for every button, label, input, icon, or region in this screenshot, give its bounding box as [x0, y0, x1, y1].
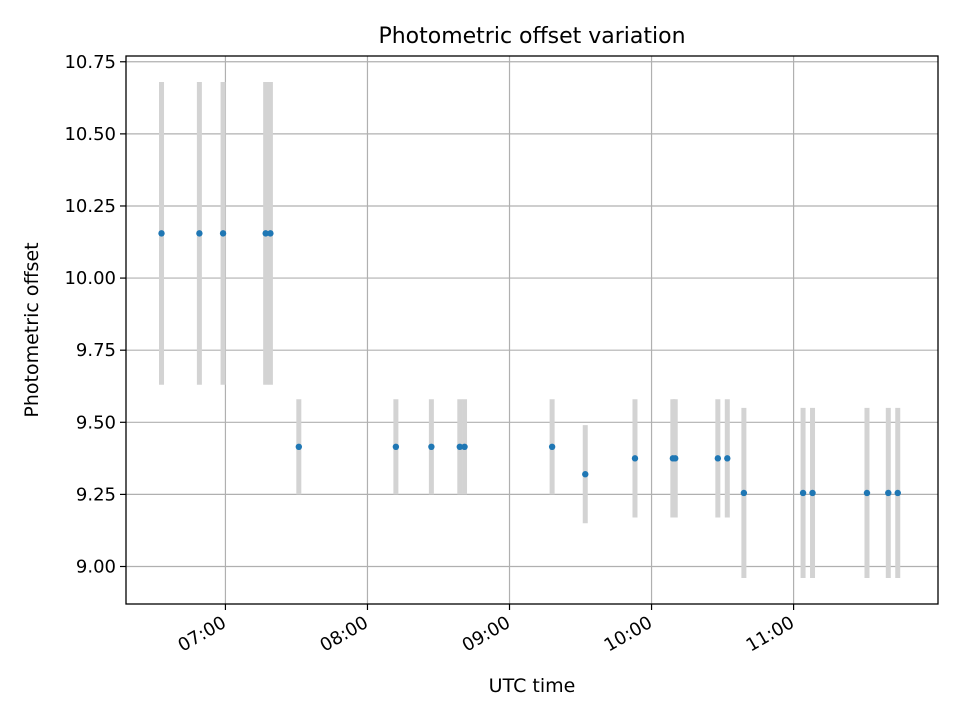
- x-tick-label: 10:00: [601, 612, 656, 656]
- plot-frame: [125, 55, 939, 605]
- data-point: [809, 489, 816, 497]
- data-point: [196, 230, 203, 237]
- grid: [126, 56, 938, 604]
- y-tick-label: 9.75: [76, 340, 116, 361]
- data-point: [582, 471, 589, 478]
- y-tick-label: 10.50: [64, 124, 116, 145]
- x-tick-label: 08:00: [317, 612, 372, 656]
- data-point: [461, 443, 468, 451]
- x-axis-title: UTC time: [489, 675, 576, 697]
- data-point: [219, 230, 227, 237]
- x-tick-label: 07:00: [175, 612, 230, 656]
- y-tick-label: 9.25: [76, 484, 116, 505]
- data-point: [428, 443, 435, 451]
- data-points: [158, 230, 901, 497]
- errorbars: [159, 81, 901, 579]
- data-point: [885, 489, 892, 497]
- data-point: [863, 489, 871, 497]
- y-axis-title: Photometric offset: [21, 242, 43, 417]
- data-point: [158, 230, 165, 237]
- data-point: [392, 443, 400, 451]
- y-tick-label: 10.75: [64, 52, 116, 73]
- y-axis: 9.00 9.25 9.50 9.75 10.00 10.25 10.50 10.75: [64, 52, 126, 578]
- data-point: [295, 443, 303, 451]
- data-point: [894, 489, 901, 497]
- data-point: [714, 455, 722, 462]
- x-tick-label: 11:00: [743, 612, 798, 656]
- data-point: [724, 455, 731, 462]
- x-axis: 07:00 08:00 09:00 10:00 11:00: [175, 604, 798, 656]
- x-tick-label: 09:00: [459, 612, 514, 656]
- data-point: [631, 455, 639, 462]
- y-tick-label: 9.50: [76, 412, 116, 433]
- data-point: [672, 455, 679, 462]
- data-point: [740, 489, 748, 497]
- y-tick-label: 10.00: [64, 268, 116, 289]
- data-point: [262, 230, 269, 237]
- data-point: [267, 230, 274, 237]
- y-tick-label: 9.00: [76, 557, 116, 578]
- chart-title: Photometric offset variation: [378, 24, 685, 49]
- data-point: [456, 443, 463, 451]
- data-point: [548, 443, 556, 451]
- data-point: [799, 489, 807, 497]
- y-tick-label: 10.25: [64, 196, 116, 217]
